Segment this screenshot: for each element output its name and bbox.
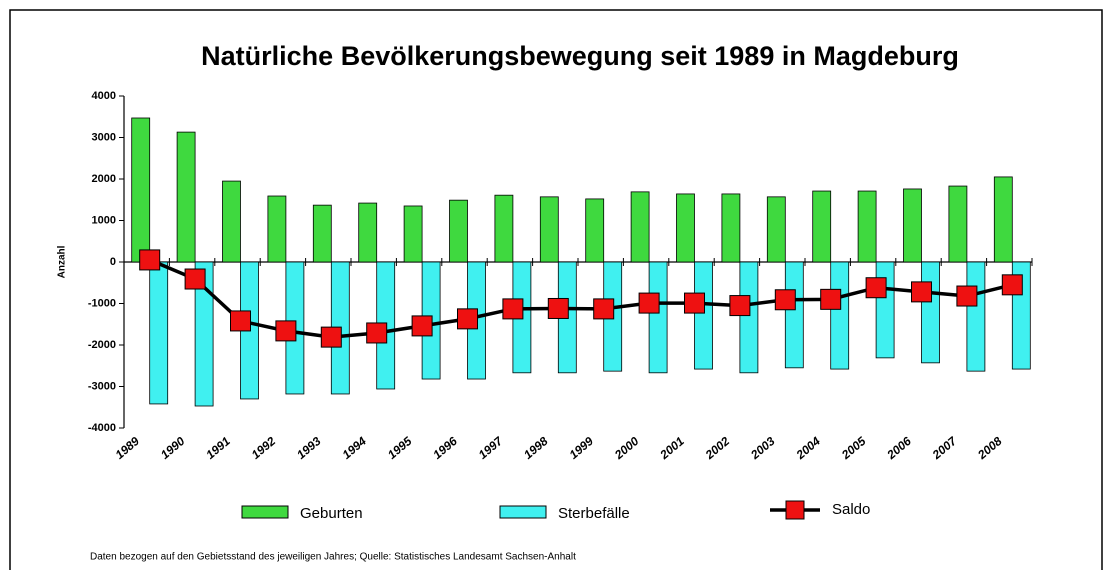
legend-label: Saldo xyxy=(832,501,870,518)
marker xyxy=(684,292,705,314)
bar xyxy=(875,261,895,359)
bar xyxy=(539,196,559,263)
y-tick-label: -3000 xyxy=(88,380,116,392)
marker xyxy=(593,298,615,320)
bar xyxy=(739,261,759,374)
bar xyxy=(903,188,922,263)
y-tick-label: 1000 xyxy=(92,214,116,226)
bar xyxy=(630,191,650,263)
bar xyxy=(194,261,214,407)
bar xyxy=(784,261,804,369)
marker xyxy=(275,320,297,342)
legend-marker xyxy=(785,500,805,520)
chart-title: Natürliche Bevölkerungsbewegung seit 198… xyxy=(201,41,959,71)
legend-swatch xyxy=(241,505,289,519)
bar xyxy=(921,261,940,364)
marker xyxy=(774,289,796,311)
bar xyxy=(993,176,1013,263)
marker xyxy=(1001,274,1023,296)
marker xyxy=(320,326,342,348)
bar xyxy=(403,205,423,263)
bar xyxy=(830,261,850,370)
marker xyxy=(638,292,660,314)
bar xyxy=(812,190,832,263)
bar xyxy=(857,190,877,263)
y-tick-label: 3000 xyxy=(92,131,116,143)
bar xyxy=(312,204,332,263)
bar xyxy=(449,199,468,263)
marker xyxy=(547,297,569,319)
bar xyxy=(648,261,668,374)
y-tick-label: 0 xyxy=(110,256,116,268)
marker xyxy=(139,249,161,271)
bar xyxy=(948,185,968,263)
marker xyxy=(411,315,433,337)
bar xyxy=(494,194,514,263)
marker xyxy=(911,281,932,303)
bar xyxy=(267,195,287,263)
y-tick-label: -1000 xyxy=(88,297,116,309)
bar xyxy=(585,198,605,263)
marker xyxy=(457,308,478,330)
y-tick-label: -4000 xyxy=(88,422,116,434)
marker xyxy=(230,310,251,332)
marker xyxy=(502,298,524,320)
y-tick-label: 2000 xyxy=(92,173,116,185)
bar xyxy=(694,261,713,370)
marker xyxy=(956,285,978,307)
marker xyxy=(366,322,388,344)
y-tick-label: 4000 xyxy=(92,90,116,102)
marker xyxy=(184,268,206,290)
legend-swatch xyxy=(499,505,547,519)
bar xyxy=(966,261,986,372)
marker xyxy=(865,277,887,299)
bar xyxy=(176,131,196,263)
legend-label: Geburten xyxy=(300,505,363,522)
y-tick-label: -2000 xyxy=(88,339,116,351)
bar xyxy=(149,261,169,405)
legend-label: Sterbefälle xyxy=(558,505,630,522)
marker xyxy=(820,288,842,310)
bar xyxy=(222,180,241,263)
marker xyxy=(729,295,751,317)
bar xyxy=(721,193,741,263)
footnote: Daten bezogen auf den Gebietsstand des j… xyxy=(90,552,576,563)
y-axis-label: Anzahl xyxy=(57,245,68,278)
bar xyxy=(131,117,151,263)
bar xyxy=(676,193,695,263)
bar xyxy=(766,196,786,263)
bar xyxy=(358,202,378,263)
